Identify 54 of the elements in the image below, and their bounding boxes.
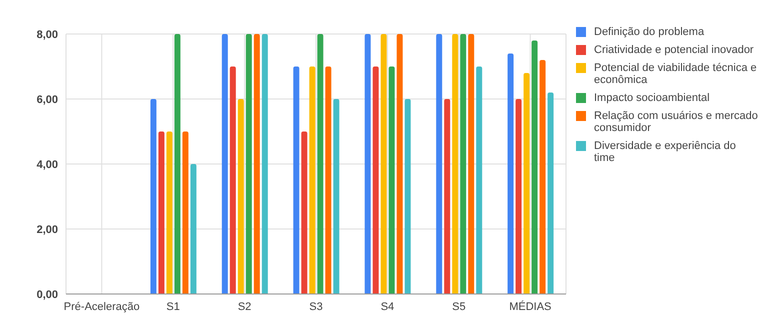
- bar: [388, 66, 395, 294]
- bar: [158, 132, 164, 294]
- x-tick-label: Pré-Aceleração: [64, 300, 140, 313]
- bar: [230, 66, 236, 294]
- bar: [532, 40, 538, 294]
- bar: [317, 34, 324, 294]
- y-tick-label: 6,00: [36, 94, 58, 106]
- bar: [293, 66, 300, 294]
- bar: [476, 66, 482, 294]
- legend-label: Diversidade e experiência do time: [594, 140, 737, 164]
- bar: [309, 66, 316, 294]
- x-tick-label: S3: [309, 300, 323, 313]
- bar: [190, 164, 196, 294]
- bar: [396, 34, 403, 294]
- legend-label: Impacto socioambiental: [594, 92, 710, 104]
- bar: [150, 99, 156, 294]
- x-tick-label: S1: [166, 300, 180, 313]
- bar: [436, 34, 442, 294]
- bar: [548, 92, 554, 294]
- legend-label: Criatividade e potencial inovador: [594, 44, 754, 56]
- bar: [452, 34, 458, 294]
- bar: [301, 132, 308, 294]
- y-tick-label: 0,00: [36, 288, 58, 301]
- x-tick-label: S5: [452, 300, 466, 313]
- bar: [182, 132, 188, 294]
- x-tick-label: S4: [380, 300, 394, 313]
- bar: [166, 132, 172, 294]
- bar: [333, 99, 340, 294]
- legend-label: Definição do problema: [594, 26, 704, 38]
- bar: [508, 54, 514, 294]
- bar: [222, 34, 228, 294]
- bar: [540, 60, 546, 294]
- legend-label: Relação com usuários e mercado consumidor: [594, 110, 758, 134]
- bar: [254, 34, 260, 294]
- x-tick-label: S2: [238, 300, 252, 313]
- bar: [174, 34, 180, 294]
- bar: [516, 99, 522, 294]
- y-tick-label: 2,00: [36, 224, 58, 236]
- bar: [325, 66, 332, 294]
- bar: [380, 34, 387, 294]
- bar: [372, 66, 379, 294]
- y-tick-label: 4,00: [36, 158, 58, 171]
- bar: [524, 73, 530, 294]
- bar: [468, 34, 474, 294]
- bar: [238, 99, 244, 294]
- bar: [444, 99, 450, 294]
- bar: [364, 34, 371, 294]
- bar: [404, 99, 411, 294]
- bar: [262, 34, 268, 294]
- legend-label: Potencial de viabilidade técnica e econômica: [594, 62, 758, 86]
- bar: [246, 34, 252, 294]
- x-tick-label: MÉDIAS: [509, 300, 552, 313]
- bar: [460, 34, 466, 294]
- y-tick-label: 8,00: [36, 28, 58, 41]
